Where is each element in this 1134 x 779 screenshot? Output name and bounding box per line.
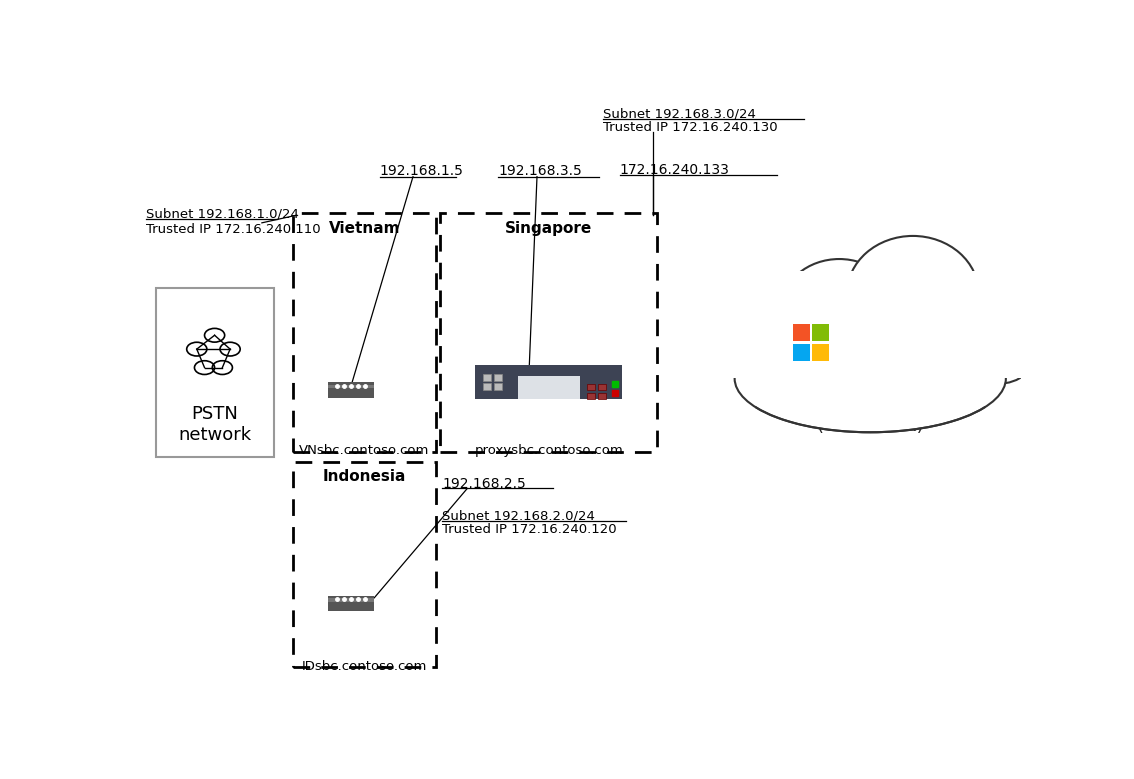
Text: Subnet 192.168.3.0/24: Subnet 192.168.3.0/24 bbox=[603, 108, 755, 120]
Bar bbox=[440, 213, 657, 452]
Text: Microsoft: Microsoft bbox=[838, 330, 946, 354]
Bar bbox=[475, 376, 517, 399]
Ellipse shape bbox=[781, 259, 897, 359]
Ellipse shape bbox=[959, 319, 1036, 384]
Text: Phone System: Phone System bbox=[806, 397, 934, 416]
Bar bbox=[493, 374, 502, 381]
Ellipse shape bbox=[937, 274, 1030, 359]
Text: Singapore: Singapore bbox=[505, 220, 592, 235]
Bar bbox=[493, 383, 502, 390]
Bar bbox=[328, 595, 374, 611]
Bar bbox=[155, 287, 273, 457]
Text: PSTN
network: PSTN network bbox=[178, 405, 251, 444]
Text: 192.168.3.5: 192.168.3.5 bbox=[498, 164, 582, 178]
Ellipse shape bbox=[735, 325, 1006, 432]
Bar bbox=[328, 382, 374, 397]
Text: Vietnam: Vietnam bbox=[329, 220, 400, 235]
Bar bbox=[599, 384, 606, 390]
Text: Trusted IP 172.16.240.130: Trusted IP 172.16.240.130 bbox=[603, 122, 778, 134]
Bar bbox=[812, 344, 829, 361]
Bar bbox=[483, 374, 491, 381]
Text: (Cloud PBX): (Cloud PBX) bbox=[816, 417, 923, 435]
Bar bbox=[692, 270, 1049, 379]
Bar bbox=[328, 385, 374, 389]
Text: 192.168.2.5: 192.168.2.5 bbox=[442, 477, 526, 491]
Text: Trusted IP 172.16.240.120: Trusted IP 172.16.240.120 bbox=[442, 523, 617, 536]
Bar bbox=[293, 213, 437, 452]
Bar bbox=[328, 597, 374, 601]
Bar bbox=[587, 393, 595, 399]
Bar bbox=[793, 344, 810, 361]
Bar bbox=[599, 393, 606, 399]
Bar bbox=[579, 376, 623, 399]
Ellipse shape bbox=[765, 313, 850, 382]
Bar bbox=[483, 383, 491, 390]
Bar bbox=[587, 384, 595, 390]
Text: 172.16.240.133: 172.16.240.133 bbox=[620, 163, 730, 177]
Text: Trusted IP 172.16.240.110: Trusted IP 172.16.240.110 bbox=[145, 223, 320, 236]
Bar bbox=[475, 365, 623, 376]
Text: Indonesia: Indonesia bbox=[322, 469, 406, 485]
Text: IDsbc.contoso.com: IDsbc.contoso.com bbox=[302, 660, 426, 673]
Ellipse shape bbox=[847, 236, 979, 351]
Text: 192.168.1.5: 192.168.1.5 bbox=[380, 164, 464, 178]
Bar bbox=[812, 325, 829, 341]
Text: proxysbc.contoso.com: proxysbc.contoso.com bbox=[474, 444, 623, 456]
Bar bbox=[793, 325, 810, 341]
Text: VNsbc.contoso.com: VNsbc.contoso.com bbox=[299, 444, 430, 456]
Bar bbox=[475, 376, 623, 399]
Text: Subnet 192.168.1.0/24: Subnet 192.168.1.0/24 bbox=[145, 207, 298, 220]
Text: Subnet 192.168.2.0/24: Subnet 192.168.2.0/24 bbox=[442, 509, 595, 522]
Bar bbox=[293, 461, 437, 667]
